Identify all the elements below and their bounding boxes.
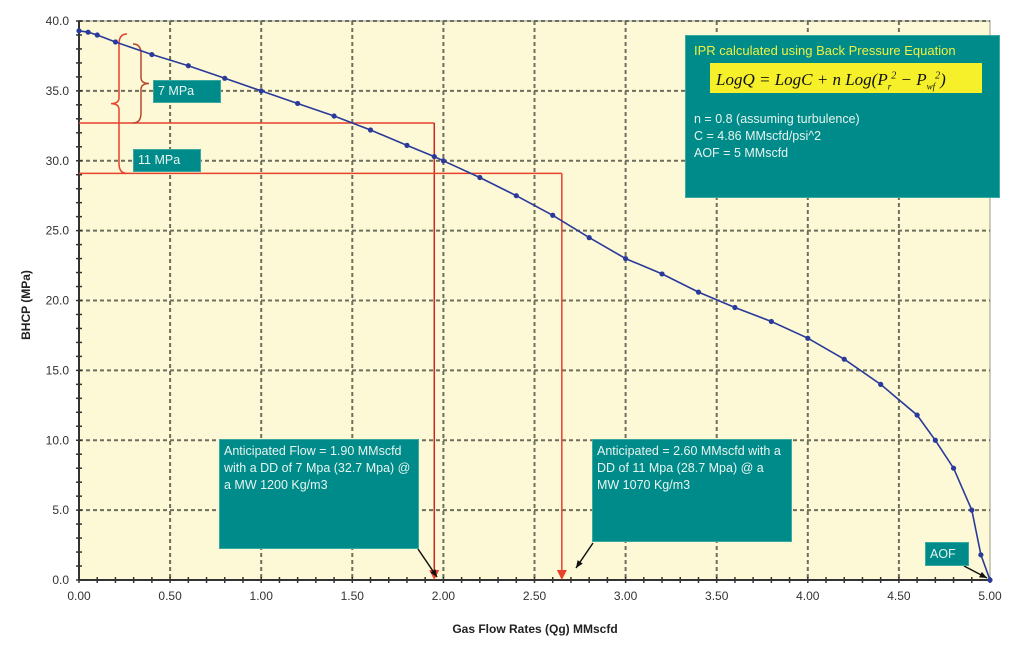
y-tick-label: 25.0	[46, 224, 70, 238]
data-point-marker	[149, 51, 155, 58]
data-point-marker	[695, 289, 702, 295]
y-axis-title: BHCP (MPa)	[19, 270, 33, 340]
data-point-marker	[367, 127, 374, 133]
info-box: IPR calculated using Back Pressure Equat…	[685, 35, 1000, 198]
data-point-marker	[94, 32, 100, 38]
axes	[76, 20, 991, 583]
x-tick-label: 1.00	[250, 589, 274, 603]
data-point-marker	[112, 39, 119, 45]
data-point-marker	[513, 193, 519, 199]
anticipated-flow-260-callout: Anticipated = 2.60 MMscfd with a DD of 1…	[592, 439, 792, 542]
anticipated-flow-260-text: Anticipated = 2.60 MMscfd with a DD of 1…	[597, 444, 785, 492]
arrowhead-icon	[576, 560, 583, 568]
data-point-marker	[878, 381, 884, 387]
callout-arrows	[417, 542, 988, 579]
drawdown-7-label: 7 MPa	[153, 80, 221, 103]
data-point-marker	[258, 88, 264, 94]
data-point-marker	[76, 28, 82, 34]
y-tick-label: 35.0	[46, 84, 70, 98]
x-tick-label: 2.50	[523, 589, 547, 603]
data-point-marker	[659, 271, 665, 277]
ipr-curve-line	[78, 30, 991, 581]
info-aof-value: AOF = 5 MMscfd	[694, 146, 789, 160]
data-point-marker	[914, 412, 920, 418]
x-tick-label: 3.50	[705, 589, 729, 603]
data-point-marker	[586, 235, 592, 241]
x-tick-label: 2.00	[432, 589, 456, 603]
aof-text: AOF	[930, 547, 956, 561]
data-point-marker	[85, 29, 91, 35]
ipr-curve	[76, 28, 993, 583]
data-point-marker	[841, 356, 847, 362]
data-point-marker	[950, 465, 957, 471]
data-point-marker	[732, 304, 738, 311]
x-axis-tick-labels: 0.00 0.50 1.00 1.50 2.00 2.50 3.00 3.50 4.00 4.50…	[67, 589, 1002, 603]
drawdown-reference-lines	[79, 33, 567, 580]
data-point-marker	[932, 437, 938, 443]
data-point-marker	[404, 142, 410, 148]
arrowhead-icon	[430, 569, 437, 577]
x-tick-label: 0.00	[67, 589, 91, 603]
data-point-marker	[477, 174, 483, 181]
data-point-marker	[440, 158, 446, 164]
data-point-marker	[331, 113, 337, 119]
anticipated-flow-190-callout: Anticipated Flow = 1.90 MMscfd with a DD…	[219, 439, 419, 549]
drawdown-7-text: 7 MPa	[158, 84, 195, 98]
drawdown-11-text: 11 MPa	[138, 153, 181, 167]
info-box-title: IPR calculated using Back Pressure Equat…	[694, 43, 956, 58]
y-tick-label: 10.0	[46, 433, 70, 447]
y-tick-label: 20.0	[46, 294, 70, 308]
y-tick-label: 5.0	[52, 503, 69, 517]
anticipated-flow-190-text: Anticipated Flow = 1.90 MMscfd with a DD…	[224, 444, 414, 492]
x-tick-label: 0.50	[158, 589, 182, 603]
y-axis-tick-labels: 0.0 5.0 10.0 15.0 20.0 25.0 30.0 35.0 40.0	[46, 14, 70, 587]
x-tick-label: 3.00	[614, 589, 638, 603]
data-point-marker	[969, 507, 975, 513]
x-tick-label: 4.50	[887, 589, 911, 603]
data-point-marker	[805, 335, 811, 341]
x-tick-label: 1.50	[341, 589, 365, 603]
x-tick-label: 4.00	[796, 589, 820, 603]
data-point-marker	[185, 63, 191, 69]
data-point-marker	[295, 100, 301, 107]
y-tick-label: 40.0	[46, 14, 70, 28]
equation-box: LogQ = LogC + n Log(Pr2 − Pwf2)	[710, 63, 982, 93]
brace-11-mpa-icon	[110, 33, 128, 175]
y-tick-label: 0.0	[52, 573, 69, 587]
data-point-marker	[431, 153, 437, 160]
x-tick-label: 5.00	[978, 589, 1002, 603]
x-axis-title: Gas Flow Rates (Qg) MMscfd	[452, 622, 617, 636]
data-point-marker	[623, 255, 629, 262]
aof-label: AOF	[925, 542, 969, 566]
y-tick-label: 30.0	[46, 154, 70, 168]
drawdown-11-label: 11 MPa	[133, 149, 201, 172]
info-n-value: n = 0.8 (assuming turbulence)	[694, 112, 860, 126]
arrowhead-icon	[979, 571, 987, 578]
arrowhead-down-icon	[556, 570, 567, 580]
info-c-value: C = 4.86 MMscfd/psi^2	[694, 129, 822, 143]
data-point-marker	[550, 212, 556, 218]
data-point-marker	[768, 318, 774, 325]
brace-7-mpa-icon	[132, 43, 150, 124]
data-point-marker	[978, 552, 984, 558]
y-tick-label: 15.0	[46, 363, 70, 377]
equation: LogQ = LogC + n Log(Pr2 − Pwf2)	[716, 69, 946, 92]
data-point-marker	[987, 577, 993, 583]
data-point-marker	[222, 75, 228, 81]
